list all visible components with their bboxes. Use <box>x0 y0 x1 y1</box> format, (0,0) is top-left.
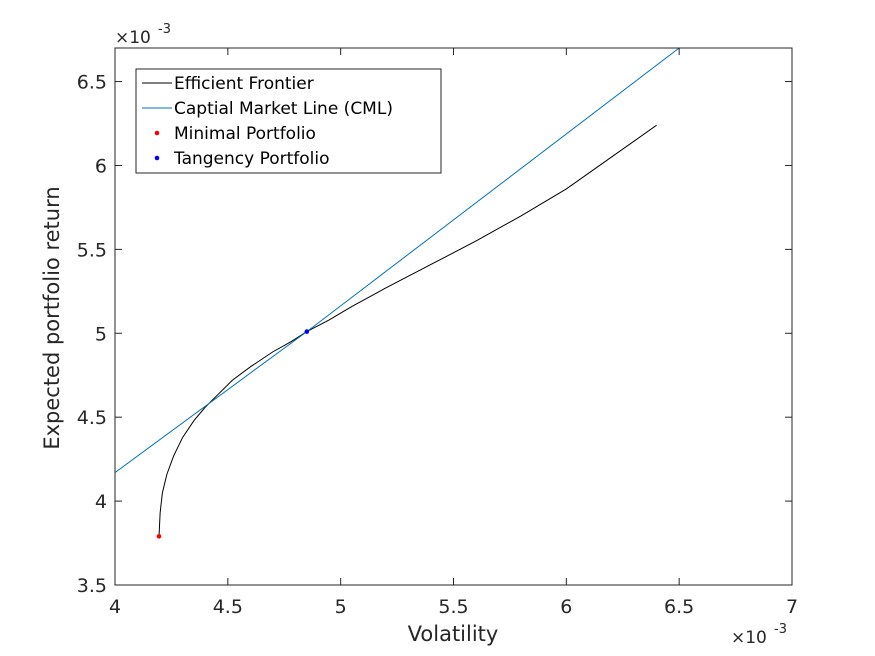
x-exponent-base: ×10 <box>731 628 767 648</box>
y-exponent-power: -3 <box>158 22 171 37</box>
x-tick-label: 7 <box>786 596 798 618</box>
x-tick-label: 5 <box>335 596 347 618</box>
x-tick-label: 6 <box>560 596 572 618</box>
y-tick-label: 6.5 <box>77 72 107 94</box>
data-point-minimal-portfolio <box>156 534 162 539</box>
legend-item-efficient-frontier: Efficient Frontier <box>142 74 314 94</box>
x-tick-label: 6.5 <box>664 596 694 618</box>
x-tick-label: 5.5 <box>438 596 468 618</box>
x-tick-label: 4.5 <box>213 596 243 618</box>
y-tick-label: 4.5 <box>77 407 107 429</box>
x-tick-label: 4 <box>109 596 121 618</box>
data-point-tangency-portfolio <box>304 329 310 334</box>
axes: 4 4.5 5 5.5 6 6.5 73.544.555.566.5 <box>77 47 798 618</box>
legend-swatch <box>154 130 160 136</box>
legend-swatch <box>154 155 160 161</box>
y-tick-label: 5 <box>95 323 107 345</box>
axis-labels: Volatility Expected portfolio return ×10… <box>40 22 787 648</box>
x-exponent-power: -3 <box>774 622 787 637</box>
legend: Efficient Frontier Captial Market Line (C… <box>135 68 442 174</box>
legend-label: Captial Market Line (CML) <box>174 99 393 119</box>
legend-item-captial-market-line-cml: Captial Market Line (CML) <box>142 99 393 119</box>
y-axis-label: Expected portfolio return <box>40 186 64 449</box>
legend-label: Minimal Portfolio <box>174 124 316 144</box>
y-tick-label: 3.5 <box>77 575 107 597</box>
legend-label: Tangency Portfolio <box>173 149 330 169</box>
y-exponent-base: ×10 <box>115 28 151 48</box>
y-tick-label: 5.5 <box>77 239 107 261</box>
legend-item-tangency-portfolio: Tangency Portfolio <box>154 149 330 169</box>
plot-area <box>115 48 680 539</box>
y-exponent-label: ×10 -3 <box>115 22 171 48</box>
x-exponent-label: ×10 -3 <box>731 622 787 648</box>
series-line-efficient-frontier <box>158 124 657 537</box>
legend-label: Efficient Frontier <box>174 74 314 94</box>
legend-item-minimal-portfolio: Minimal Portfolio <box>154 124 316 144</box>
y-tick-label: 4 <box>95 491 107 513</box>
y-tick-label: 6 <box>95 155 107 177</box>
legend-box <box>135 68 442 174</box>
x-axis-label: Volatility <box>408 622 499 646</box>
